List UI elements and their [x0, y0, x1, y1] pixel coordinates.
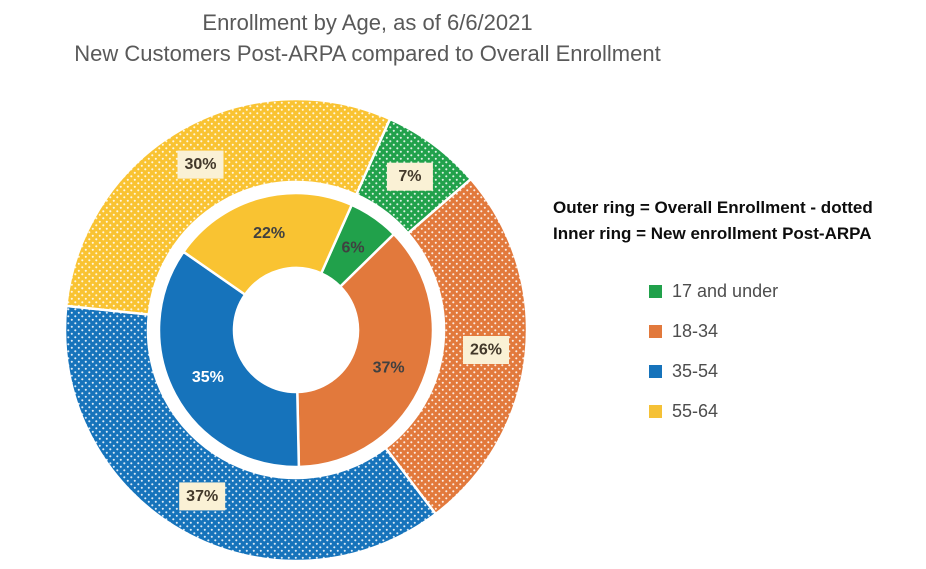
- outer-label-box-35-54: [179, 482, 226, 511]
- inner-ring-slice-18-34: [296, 232, 435, 469]
- outer-label-box-18-34: [463, 336, 509, 364]
- inner-ring-data-label-35-54: 35%: [192, 369, 224, 386]
- outer-ring-data-label-17-and-under: 7%: [398, 168, 421, 185]
- outer-ring-slice-35-54: [63, 304, 437, 563]
- legend-swatch-17-and-under: [649, 284, 662, 298]
- outer-ring-data-label-35-54: 37%: [186, 488, 218, 505]
- outer-ring-slice-55-64: [65, 97, 392, 316]
- legend-item-18-34: 18-34: [649, 320, 778, 342]
- legend-label-35-54: 35-54: [672, 360, 719, 381]
- outer-label-box-17-and-under: [386, 162, 433, 191]
- outer-label-box-55-64: [177, 150, 224, 179]
- inner-ring-data-label-55-64: 22%: [253, 225, 285, 242]
- ring-key-inner-line: Inner ring = New enrollment Post-ARPA: [553, 224, 872, 243]
- donut-chart: 6% 37% 35% 22% 7% 26% 37% 30%: [63, 97, 529, 563]
- legend-item-55-64: 55-64: [649, 400, 778, 422]
- legend-swatch-55-64: [649, 404, 662, 418]
- legend-item-17-and-under: 17 and under: [649, 280, 778, 302]
- legend-item-35-54: 35-54: [649, 360, 778, 382]
- legend-label-18-34: 18-34: [672, 320, 719, 341]
- inner-ring-data-label-18-34: 37%: [373, 359, 405, 376]
- outer-ring-data-label-18-34: 26%: [470, 342, 502, 359]
- ring-key: Outer ring = Overall Enrollment - dotted…: [553, 195, 873, 247]
- ring-key-outer-line: Outer ring = Overall Enrollment - dotted: [553, 198, 873, 217]
- inner-ring-slice-35-54: [157, 250, 301, 469]
- outer-ring-data-label-55-64: 30%: [184, 156, 216, 173]
- legend-swatch-18-34: [649, 324, 662, 338]
- chart-title-line-2: New Customers Post-ARPA compared to Over…: [74, 41, 661, 66]
- chart-legend: 17 and under 18-34 35-54 55-64: [649, 280, 778, 440]
- legend-swatch-35-54: [649, 364, 662, 378]
- chart-title-line-1: Enrollment by Age, as of 6/6/2021: [202, 10, 533, 35]
- inner-ring-data-label-17-and-under: 6%: [342, 239, 365, 256]
- chart-title: Enrollment by Age, as of 6/6/2021 New Cu…: [0, 7, 735, 69]
- inner-ring-slice-55-64: [182, 191, 353, 296]
- outer-ring-slice-18-34: [384, 177, 529, 516]
- legend-label-17-and-under: 17 and under: [672, 280, 779, 301]
- legend-label-55-64: 55-64: [672, 400, 719, 421]
